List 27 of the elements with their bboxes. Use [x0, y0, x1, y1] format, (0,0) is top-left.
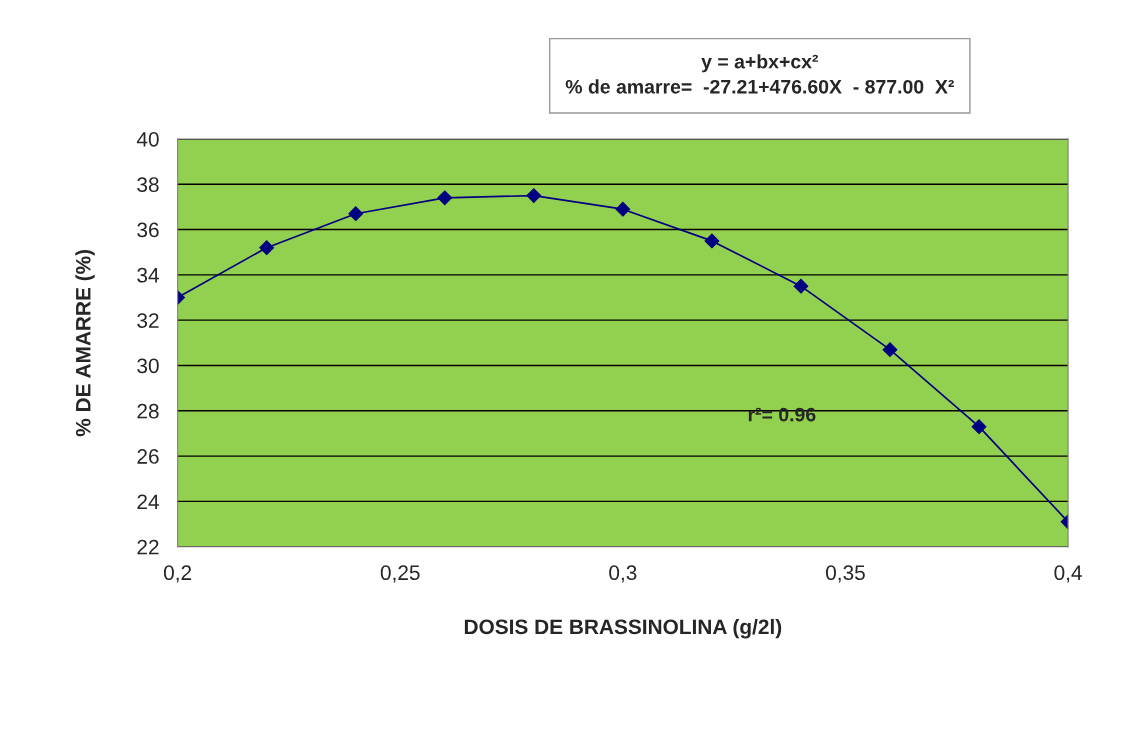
y-tick-label: 40: [136, 131, 159, 147]
y-tick-label: 38: [137, 177, 159, 192]
point: [704, 233, 720, 249]
y-tick-label: 34: [137, 267, 159, 283]
y-tick-label: 32: [137, 313, 159, 328]
x-tick-label: 0,25: [380, 565, 420, 583]
point: [971, 419, 987, 435]
y-tick-label: 24: [137, 494, 159, 509]
point: [259, 240, 275, 256]
point: [348, 206, 364, 222]
y-axis-title: % DE AMARRE (%): [75, 249, 95, 437]
y-tick-label: 36: [137, 222, 159, 238]
point: [793, 278, 809, 294]
x-axis-title: DOSIS DE BRASSINOLINA (g/2l): [464, 618, 782, 639]
y-tick-label: 22: [137, 539, 159, 555]
y-tick-label: 30: [137, 358, 159, 374]
y-tick-label: 26: [137, 449, 159, 464]
point: [615, 201, 631, 217]
x-tick-label: 0,35: [826, 565, 865, 583]
point: [882, 342, 898, 358]
x-tick-label: 0,3: [609, 565, 637, 583]
x-tick-label: 0,4: [1054, 565, 1082, 583]
point: [437, 190, 453, 206]
x-tick-label: 0,2: [163, 565, 192, 583]
point: [526, 188, 542, 203]
y-tick-label: 28: [137, 403, 159, 419]
text: y = a+bx+cx² % de amarre= -27.21+476.60X - 877.00 X²: [565, 54, 954, 94]
